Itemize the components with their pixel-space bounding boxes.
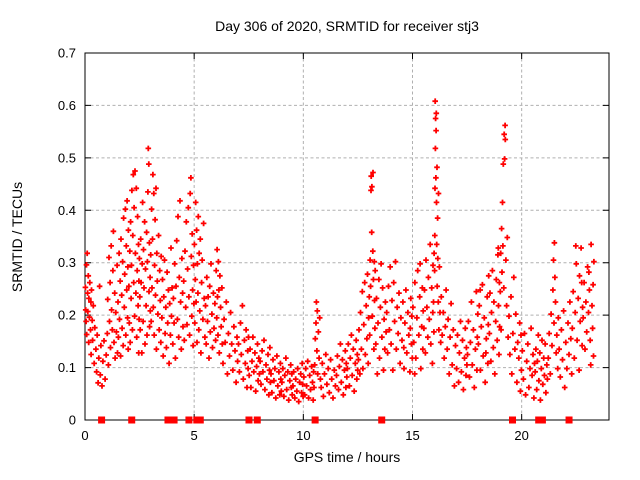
x-tick-label: 5	[191, 428, 198, 443]
square-marker	[196, 416, 204, 424]
data-points	[82, 98, 597, 424]
square-marker	[535, 416, 543, 424]
y-tick-label: 0	[69, 413, 76, 428]
square-marker	[164, 416, 172, 424]
chart-title: Day 306 of 2020, SRMTID for receiver stj…	[215, 18, 479, 34]
x-tick-labels: 0 5 10 15 20	[81, 428, 529, 443]
scatter-series-SRMTID	[82, 98, 597, 405]
square-marker	[98, 416, 106, 424]
square-marker	[311, 416, 319, 424]
square-marker	[245, 416, 253, 424]
square-marker	[128, 416, 136, 424]
square-marker	[185, 416, 193, 424]
y-tick-label: 0.7	[58, 46, 76, 61]
x-tick-label: 20	[514, 428, 528, 443]
y-tick-label: 0.3	[58, 255, 76, 270]
y-tick-labels: 0 0.1 0.2 0.3 0.4 0.5 0.6 0.7	[58, 46, 76, 428]
y-tick-label: 0.2	[58, 308, 76, 323]
square-marker	[538, 416, 546, 424]
square-marker	[508, 416, 516, 424]
square-marker	[170, 416, 178, 424]
x-tick-label: 0	[81, 428, 88, 443]
x-tick-label: 15	[405, 428, 419, 443]
y-tick-label: 0.4	[58, 203, 76, 218]
y-axis-label: SRMTID / TECUs	[9, 182, 25, 292]
x-tick-label: 10	[296, 428, 310, 443]
grid-lines	[85, 53, 609, 420]
y-tick-label: 0.5	[58, 150, 76, 165]
square-marker	[253, 416, 261, 424]
y-tick-label: 0.6	[58, 98, 76, 113]
square-marker	[565, 416, 573, 424]
y-tick-label: 0.1	[58, 360, 76, 375]
square-marker	[378, 416, 386, 424]
plot-border-and-ticks	[84, 52, 610, 421]
x-axis-label: GPS time / hours	[294, 449, 401, 465]
scatter-series-baseline-flags	[98, 416, 573, 424]
